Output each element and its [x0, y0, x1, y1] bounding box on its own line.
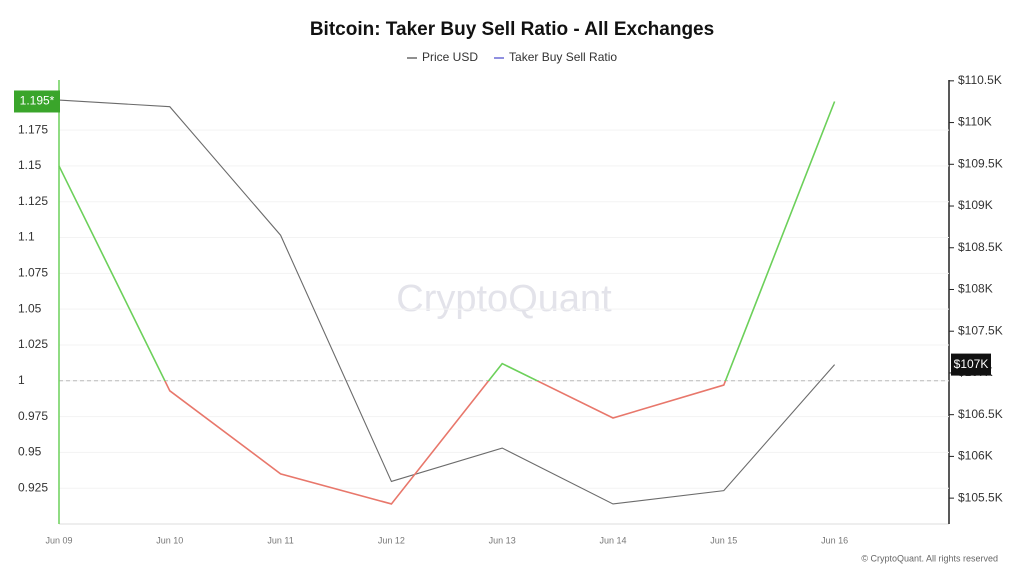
x-tick-label: Jun 11 — [267, 535, 293, 545]
current-value-label: 1.195* — [20, 94, 55, 108]
y-tick-label: 1 — [18, 373, 25, 387]
series-line — [58, 99, 836, 505]
current-price-label: $107K — [954, 357, 989, 371]
y-tick-label: 0.95 — [18, 445, 42, 459]
current-value-box — [14, 90, 60, 113]
y2-tick-label: $109.5K — [958, 156, 1003, 170]
legend-label: Price USD — [422, 50, 478, 64]
x-tick-label: Jun 13 — [489, 535, 516, 545]
chart-title: Bitcoin: Taker Buy Sell Ratio - All Exch… — [310, 19, 714, 40]
y-tick-label: 0.975 — [18, 409, 48, 423]
y-tick-label: 1.175 — [18, 122, 48, 136]
y-tick-label: 1.05 — [18, 301, 42, 315]
y-tick-label: 1.15 — [18, 158, 42, 172]
y-tick-label: 1.075 — [18, 266, 48, 280]
y-tick-label: 1.125 — [18, 194, 48, 208]
x-tick-label: Jun 15 — [710, 535, 737, 545]
series-line — [58, 101, 836, 505]
x-tick-label: Jun 09 — [45, 535, 72, 545]
y2-tick-label: $110.5K — [958, 73, 1002, 87]
x-tick-label: Jun 10 — [156, 535, 183, 545]
y-tick-label: 1.025 — [18, 337, 48, 351]
footer: © CryptoQuant. All rights reserved — [861, 553, 998, 563]
x-tick-label: Jun 12 — [378, 535, 405, 545]
y2-tick-label: $106.5K — [958, 407, 1003, 421]
y2-tick-label: $107.5K — [958, 323, 1003, 337]
watermark: CryptoQuant — [396, 278, 612, 320]
y2-tick-label: $108.5K — [958, 240, 1003, 254]
y2-tick-label: $109K — [958, 198, 993, 212]
y2-tick-label: $108K — [958, 282, 993, 296]
y2-tick-label: $106K — [958, 449, 993, 463]
legend-label: Taker Buy Sell Ratio — [509, 50, 617, 64]
x-tick-label: Jun 14 — [599, 535, 626, 545]
y-tick-label: 1.1 — [18, 230, 35, 244]
y2-tick-label: $110K — [958, 115, 992, 129]
x-tick-label: Jun 16 — [821, 535, 848, 545]
y2-tick-label: $105.5K — [958, 490, 1003, 504]
y-tick-label: 0.925 — [18, 480, 48, 494]
current-price-box — [951, 353, 991, 376]
